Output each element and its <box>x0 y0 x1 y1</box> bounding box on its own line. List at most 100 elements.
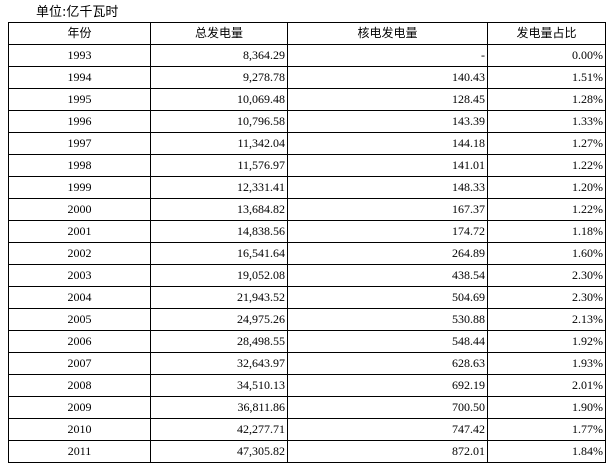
table-cell: 32,643.97 <box>150 352 288 375</box>
table-row: 2009 36,811.86 700.50 1.90% <box>8 396 606 419</box>
table-cell: 1.90% <box>487 396 606 419</box>
table-cell: 2010 <box>8 418 151 441</box>
table-cell: 530.88 <box>287 308 488 331</box>
table-row: 2011 47,305.82 872.01 1.84% <box>8 440 606 463</box>
table-cell: - <box>287 44 488 67</box>
data-table: 年份 总发电量 核电发电量 发电量占比 1993 8,364.29-0.00% 1994 9… <box>8 22 606 463</box>
table-row: 2005 24,975.26 530.88 2.13% <box>8 308 606 331</box>
table-cell: 1999 <box>8 176 151 199</box>
table-cell: 1.33% <box>487 110 606 133</box>
table-row: 2002 16,541.64 264.89 1.60% <box>8 242 606 265</box>
header-cell: 发电量占比 <box>487 22 606 45</box>
table-cell: 10,796.58 <box>150 110 288 133</box>
table-cell: 16,541.64 <box>150 242 288 265</box>
table-cell: 148.33 <box>287 176 488 199</box>
table-cell: 34,510.13 <box>150 374 288 397</box>
table-cell: 143.39 <box>287 110 488 133</box>
table-cell: 1.28% <box>487 88 606 111</box>
table-cell: 1.22% <box>487 154 606 177</box>
table-cell: 1998 <box>8 154 151 177</box>
table-row: 1994 9,278.78 140.43 1.51% <box>8 66 606 89</box>
table-cell: 1.18% <box>487 220 606 243</box>
unit-label: 单位:亿千瓦时 <box>36 5 119 20</box>
table-cell: 42,277.71 <box>150 418 288 441</box>
table-cell: 2011 <box>8 440 151 463</box>
table-cell: 140.43 <box>287 66 488 89</box>
table-row: 2010 42,277.71 747.42 1.77% <box>8 418 606 441</box>
table-cell: 2001 <box>8 220 151 243</box>
table-cell: 0.00% <box>487 44 606 67</box>
table-cell: 2005 <box>8 308 151 331</box>
table-cell: 700.50 <box>287 396 488 419</box>
table-cell: 1997 <box>8 132 151 155</box>
table-cell: 128.45 <box>287 88 488 111</box>
table-row: 1993 8,364.29-0.00% <box>8 44 606 67</box>
table-cell: 2.13% <box>487 308 606 331</box>
table-cell: 1995 <box>8 88 151 111</box>
table-cell: 28,498.55 <box>150 330 288 353</box>
table-cell: 264.89 <box>287 242 488 265</box>
table-cell: 872.01 <box>287 440 488 463</box>
table-cell: 36,811.86 <box>150 396 288 419</box>
table-row: 2001 14,838.56 174.72 1.18% <box>8 220 606 243</box>
table-row: 2004 21,943.52 504.69 2.30% <box>8 286 606 309</box>
table-cell: 2003 <box>8 264 151 287</box>
table-cell: 1.51% <box>487 66 606 89</box>
table-cell: 13,684.82 <box>150 198 288 221</box>
table-cell: 174.72 <box>287 220 488 243</box>
table-cell: 2.01% <box>487 374 606 397</box>
table-cell: 167.37 <box>287 198 488 221</box>
table-cell: 11,576.97 <box>150 154 288 177</box>
table-cell: 1996 <box>8 110 151 133</box>
table-body: 1993 8,364.29-0.00% 1994 9,278.78 140.43 1.51… <box>8 44 606 463</box>
table-cell: 19,052.08 <box>150 264 288 287</box>
table-cell: 2.30% <box>487 286 606 309</box>
table-cell: 747.42 <box>287 418 488 441</box>
header-cell: 年份 <box>8 22 151 45</box>
header-row: 年份 总发电量 核电发电量 发电量占比 <box>8 22 606 45</box>
table-cell: 1.84% <box>487 440 606 463</box>
table-cell: 10,069.48 <box>150 88 288 111</box>
table-cell: 1.20% <box>487 176 606 199</box>
table-cell: 692.19 <box>287 374 488 397</box>
table-row: 1999 12,331.41 148.33 1.20% <box>8 176 606 199</box>
table-cell: 12,331.41 <box>150 176 288 199</box>
table-cell: 548.44 <box>287 330 488 353</box>
table-cell: 2008 <box>8 374 151 397</box>
table-cell: 2006 <box>8 330 151 353</box>
table-row: 2006 28,498.55 548.44 1.92% <box>8 330 606 353</box>
table-cell: 2004 <box>8 286 151 309</box>
table-cell: 1994 <box>8 66 151 89</box>
table-cell: 47,305.82 <box>150 440 288 463</box>
table-row: 2003 19,052.08 438.54 2.30% <box>8 264 606 287</box>
table-row: 2000 13,684.82 167.37 1.22% <box>8 198 606 221</box>
table-row: 1995 10,069.48 128.45 1.28% <box>8 88 606 111</box>
table-cell: 1.60% <box>487 242 606 265</box>
table-row: 1997 11,342.04 144.18 1.27% <box>8 132 606 155</box>
table-cell: 21,943.52 <box>150 286 288 309</box>
table-cell: 2002 <box>8 242 151 265</box>
table-cell: 628.63 <box>287 352 488 375</box>
table-row: 2008 34,510.13 692.19 2.01% <box>8 374 606 397</box>
table-cell: 1.77% <box>487 418 606 441</box>
table-cell: 2.30% <box>487 264 606 287</box>
table-row: 1998 11,576.97 141.01 1.22% <box>8 154 606 177</box>
table-cell: 14,838.56 <box>150 220 288 243</box>
table-cell: 1.93% <box>487 352 606 375</box>
table-cell: 2007 <box>8 352 151 375</box>
table-cell: 1.22% <box>487 198 606 221</box>
table-cell: 24,975.26 <box>150 308 288 331</box>
table-cell: 438.54 <box>287 264 488 287</box>
table-cell: 8,364.29 <box>150 44 288 67</box>
table-row: 2007 32,643.97 628.63 1.93% <box>8 352 606 375</box>
table-cell: 504.69 <box>287 286 488 309</box>
table-cell: 11,342.04 <box>150 132 288 155</box>
table-cell: 2009 <box>8 396 151 419</box>
table-cell: 1.27% <box>487 132 606 155</box>
table-row: 1996 10,796.58 143.39 1.33% <box>8 110 606 133</box>
table-cell: 141.01 <box>287 154 488 177</box>
table-cell: 144.18 <box>287 132 488 155</box>
table-cell: 1.92% <box>487 330 606 353</box>
header-cell: 总发电量 <box>150 22 288 45</box>
table-cell: 1993 <box>8 44 151 67</box>
